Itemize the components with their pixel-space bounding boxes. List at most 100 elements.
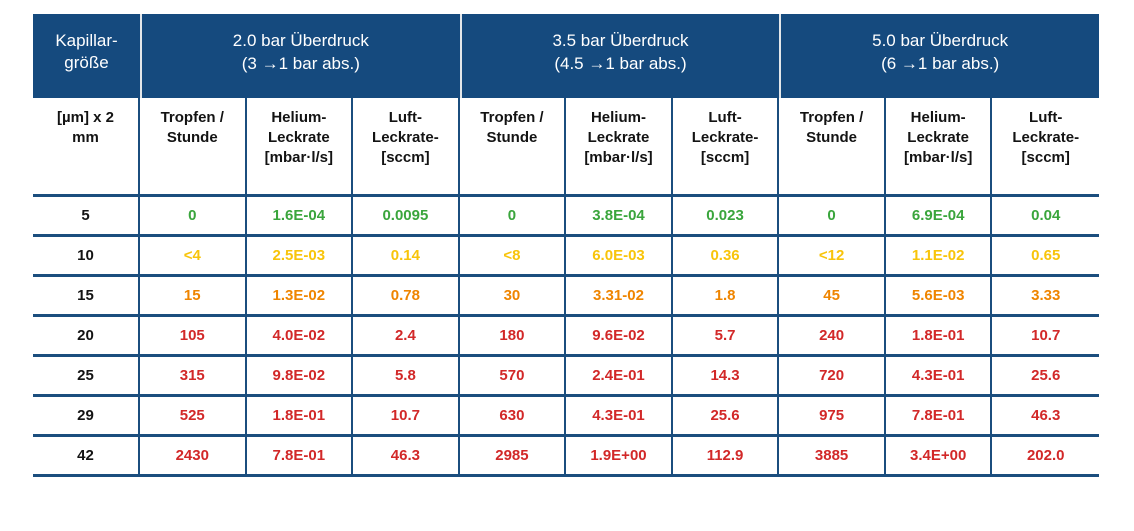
value-cell: 15 <box>140 277 247 314</box>
capillary-leak-rate-table: Kapillar- größe 2.0 bar Überdruck (3 →1 … <box>33 14 1099 477</box>
table-row: 20 105 4.0E-02 2.4 180 9.6E-02 5.7 240 1… <box>33 317 1099 357</box>
value-cell: 14.3 <box>673 357 780 394</box>
pressure-group-header-3: 5.0 bar Überdruck (6 →1 bar abs.) <box>781 14 1099 98</box>
column-header-drops: Tropfen / Stunde <box>140 98 247 194</box>
value-cell: 0.65 <box>1031 247 1061 264</box>
value-cell: 9.8E-02 <box>247 357 354 394</box>
value-cell: 10.7 <box>1031 327 1061 344</box>
value-cell: 46.3 <box>353 437 460 474</box>
value-cell: 9.6E-02 <box>566 317 673 354</box>
value-cell: 5.6E-03 <box>886 277 993 314</box>
value-cell: 7.8E-01 <box>886 397 993 434</box>
pressure-group-title: 2.0 bar Überdruck <box>232 30 369 50</box>
value-cell: 2.4E-01 <box>566 357 673 394</box>
value-cell: 3.4E+00 <box>886 437 993 474</box>
value-cell: 0 <box>460 197 567 234</box>
value-cell: 1.8E-01 <box>886 317 993 354</box>
capillary-size-cell: 5 <box>33 197 140 234</box>
column-header-helium-leak-rate: Helium- Leckrate [mbar·l/s] <box>886 98 993 194</box>
value-cell: 1.9E+00 <box>566 437 673 474</box>
value-cell: 10.7 <box>353 397 460 434</box>
value-cell: 0.023 <box>673 197 780 234</box>
corner-header: Kapillar- größe <box>33 14 140 98</box>
column-header-helium-leak-rate: Helium- Leckrate [mbar·l/s] <box>247 98 354 194</box>
value-cell: 2430 <box>140 437 247 474</box>
column-header-drops: Tropfen / Stunde <box>779 98 886 194</box>
table-row: 15 15 1.3E-02 0.78 30 3.31-02 1.8 45 5.6… <box>33 277 1099 317</box>
table-header-band: Kapillar- größe 2.0 bar Überdruck (3 →1 … <box>33 14 1099 98</box>
value-cell: 720 <box>779 357 886 394</box>
pressure-group-title: 5.0 bar Überdruck <box>872 30 1009 50</box>
value-cell: 180 <box>460 317 567 354</box>
value-cell: 0 <box>140 197 247 234</box>
value-cell: 1.6E-04 <box>247 197 354 234</box>
value-cell: 5.7 <box>673 317 780 354</box>
value-cell: 2.5E-03 <box>247 237 354 274</box>
value-cell: 3.8E-04 <box>566 197 673 234</box>
value-cell: 0.14 <box>353 237 460 274</box>
value-cell: 2.4 <box>353 317 460 354</box>
value-cell: 25.6 <box>1031 367 1061 384</box>
capillary-size-cell: 42 <box>33 437 140 474</box>
value-cell: 0.0095 <box>353 197 460 234</box>
value-cell: 1.8E-01 <box>247 397 354 434</box>
pressure-group-subtitle: (6 →1 bar abs.) <box>881 54 1000 73</box>
value-cell: 1.8 <box>673 277 780 314</box>
value-cell: 5.8 <box>353 357 460 394</box>
value-cell: <4 <box>140 237 247 274</box>
pressure-group-subtitle: (4.5 →1 bar abs.) <box>554 54 687 73</box>
value-cell: 0.78 <box>353 277 460 314</box>
capillary-size-cell: 20 <box>33 317 140 354</box>
value-cell: 2985 <box>460 437 567 474</box>
value-cell: 1.3E-02 <box>247 277 354 314</box>
value-cell: 105 <box>140 317 247 354</box>
value-cell: 975 <box>779 397 886 434</box>
value-cell: 3885 <box>779 437 886 474</box>
value-cell: 3.33 <box>1031 287 1061 304</box>
value-cell: 7.8E-01 <box>247 437 354 474</box>
value-cell: 30 <box>460 277 567 314</box>
corner-header-label: Kapillar- größe <box>55 30 118 72</box>
value-cell: 3.31-02 <box>566 277 673 314</box>
value-cell: <8 <box>460 237 567 274</box>
value-cell: 4.3E-01 <box>566 397 673 434</box>
value-cell: 1.1E-02 <box>886 237 993 274</box>
value-cell: 630 <box>460 397 567 434</box>
value-cell: 0.36 <box>673 237 780 274</box>
value-cell: 25.6 <box>673 397 780 434</box>
capillary-size-cell: 29 <box>33 397 140 434</box>
column-header-drops: Tropfen / Stunde <box>460 98 567 194</box>
value-cell: <12 <box>779 237 886 274</box>
capillary-size-cell: 10 <box>33 237 140 274</box>
table-row: 29 525 1.8E-01 10.7 630 4.3E-01 25.6 975… <box>33 397 1099 437</box>
table-row: 42 2430 7.8E-01 46.3 2985 1.9E+00 112.9 … <box>33 437 1099 477</box>
pressure-group-title: 3.5 bar Überdruck <box>552 30 689 50</box>
value-cell: 570 <box>460 357 567 394</box>
pressure-group-header-1: 2.0 bar Überdruck (3 →1 bar abs.) <box>142 14 460 98</box>
pressure-group-header-2: 3.5 bar Überdruck (4.5 →1 bar abs.) <box>461 14 780 98</box>
value-cell: 6.0E-03 <box>566 237 673 274</box>
value-cell: 6.9E-04 <box>886 197 993 234</box>
value-cell: 0.04 <box>1031 207 1061 224</box>
value-cell: 525 <box>140 397 247 434</box>
table-row: 10 <4 2.5E-03 0.14 <8 6.0E-03 0.36 <12 1… <box>33 237 1099 277</box>
table-body: 5 0 1.6E-04 0.0095 0 3.8E-04 0.023 0 6.9… <box>33 197 1099 477</box>
value-cell: 240 <box>779 317 886 354</box>
table-row: 25 315 9.8E-02 5.8 570 2.4E-01 14.3 720 … <box>33 357 1099 397</box>
pressure-group-subtitle: (3 →1 bar abs.) <box>241 54 360 73</box>
column-header-helium-leak-rate: Helium- Leckrate [mbar·l/s] <box>566 98 673 194</box>
value-cell: 45 <box>779 277 886 314</box>
column-header-air-leak-rate: Luft- Leckrate- [sccm] <box>1012 109 1080 166</box>
value-cell: 112.9 <box>673 437 780 474</box>
table-row: 5 0 1.6E-04 0.0095 0 3.8E-04 0.023 0 6.9… <box>33 197 1099 237</box>
value-cell: 46.3 <box>1031 407 1061 424</box>
value-cell: 202.0 <box>1026 447 1065 464</box>
capillary-size-cell: 15 <box>33 277 140 314</box>
value-cell: 4.3E-01 <box>886 357 993 394</box>
value-cell: 315 <box>140 357 247 394</box>
value-cell: 0 <box>779 197 886 234</box>
column-header-air-leak-rate: Luft- Leckrate- [sccm] <box>353 98 460 194</box>
value-cell: 4.0E-02 <box>247 317 354 354</box>
column-headers-row: [µm] x 2 mm Tropfen / Stunde Helium- Lec… <box>33 98 1099 197</box>
size-column-header: [µm] x 2 mm <box>33 98 140 194</box>
